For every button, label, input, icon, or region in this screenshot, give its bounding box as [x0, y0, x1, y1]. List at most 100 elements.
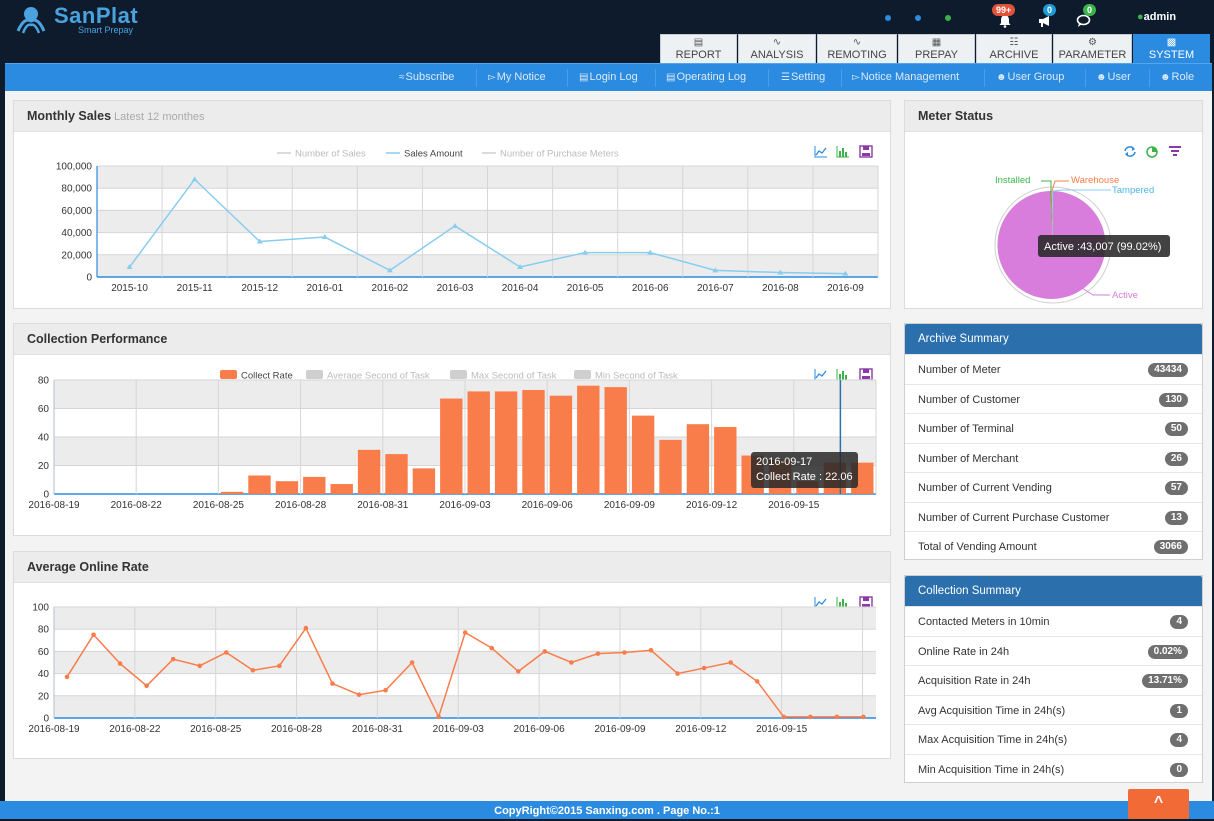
sales-point [517, 264, 524, 270]
y-tick-label: 80,000 [61, 184, 92, 195]
tab-parameter[interactable]: ⚙ PARAMETER [1053, 34, 1132, 63]
alert-bell-button[interactable]: 99+ [992, 4, 1018, 29]
tab-system[interactable]: ▩ SYSTEM [1133, 34, 1210, 63]
row-badge: 1 [1170, 703, 1188, 718]
y-tick-label: 60 [38, 404, 50, 415]
online-rate-point [64, 674, 70, 680]
summary-row: Number of Meter 43434 [905, 354, 1202, 384]
subnav-user[interactable]: ☻User [1096, 71, 1131, 83]
row-badge: 26 [1164, 451, 1188, 466]
online-rate-point [409, 660, 415, 665]
pie-slice-warehouse[interactable] [1051, 191, 1053, 245]
legend-swatch [450, 370, 467, 379]
megaphone-icon: ▻ [488, 72, 496, 83]
pie-label-warehouse: Warehouse [1071, 175, 1119, 186]
back-to-top-button[interactable]: ^ [1128, 789, 1189, 819]
subnav-subscribe[interactable]: ≈Subscribe [399, 71, 454, 83]
logo[interactable]: SanPlat Smart Prepay [14, 3, 214, 39]
status-dot-blue-1 [885, 15, 891, 21]
divider [476, 69, 477, 87]
x-tick-label: 2016-09-06 [514, 724, 566, 735]
collect-rate-bar [220, 491, 244, 494]
x-tick-label: 2016-05 [567, 283, 604, 294]
row-label: Contacted Meters in 10min [918, 616, 1050, 628]
broadcast-button[interactable]: 0 [1037, 4, 1059, 29]
summary-row: Avg Acquisition Time in 24h(s) 1 [905, 694, 1202, 725]
summary-row: Number of Current Purchase Customer 13 [905, 501, 1202, 532]
x-tick-label: 2016-09-15 [768, 500, 820, 511]
x-tick-label: 2016-08-19 [28, 724, 80, 735]
x-tick-label: 2016-08 [762, 283, 799, 294]
online-rate-point [542, 649, 548, 654]
row-label: Number of Merchant [918, 452, 1019, 465]
online-rate-point [250, 667, 256, 673]
tab-archive[interactable]: ☷ ARCHIVE [976, 34, 1052, 63]
x-tick-label: 2016-08-25 [190, 724, 242, 735]
tab-remoting[interactable]: ∿ REMOTING [817, 34, 897, 63]
online-rate-point [834, 714, 840, 720]
subnav-operating-log[interactable]: ▤Operating Log [666, 71, 746, 83]
subnav-user-group[interactable]: ☻User Group [996, 71, 1064, 83]
row-badge: 0 [1170, 762, 1188, 777]
pie-slice-installed[interactable] [1050, 191, 1053, 245]
online-rate-point [808, 714, 813, 720]
legend-swatch [574, 370, 591, 379]
subnav-notice-management[interactable]: ▻Notice Management [852, 71, 959, 83]
row-label: Number of Current Purchase Customer [918, 511, 1110, 524]
subnav-role[interactable]: ☻Role [1160, 71, 1194, 83]
messages-button[interactable]: 0 [1075, 4, 1097, 29]
save-image-icon[interactable] [859, 145, 873, 158]
user-name: admin [1143, 11, 1177, 23]
pie-chart-icon[interactable] [1145, 145, 1159, 158]
grid-band [54, 695, 876, 718]
online-rate-point [701, 665, 707, 671]
subnav-login-log[interactable]: ▤Login Log [579, 71, 638, 83]
row-label: Max Acquisition Time in 24h(s) [918, 734, 1068, 746]
collect-rate-bar [330, 484, 353, 494]
bar-chart-icon[interactable] [836, 145, 850, 158]
tab-prepay[interactable]: ▦ PREPAY [898, 34, 975, 63]
sales-point [842, 270, 849, 276]
x-tick-label: 2015-10 [111, 283, 148, 294]
brand-name: SanPlat [54, 3, 139, 28]
subnav-label: Operating Log [676, 71, 747, 83]
line-chart-icon[interactable] [814, 145, 828, 158]
online-rate-point [515, 669, 521, 674]
refresh-icon[interactable] [1123, 145, 1137, 158]
x-tick-label: 2016-06 [632, 283, 669, 294]
tab-analysis[interactable]: ∿ ANALYSIS [738, 34, 816, 63]
grid-band [54, 607, 876, 630]
x-tick-label: 2016-02 [372, 283, 409, 294]
sales-point [386, 267, 393, 273]
y-tick-label: 60,000 [61, 206, 92, 217]
tab-report[interactable]: ▤ REPORT [660, 34, 737, 63]
panel-header: Archive Summary [905, 324, 1202, 354]
subnav-setting[interactable]: ☰Setting [781, 71, 825, 83]
subnav-label: User Group [1007, 71, 1065, 83]
x-tick-label: 2016-09-09 [594, 724, 646, 735]
x-tick-label: 2016-08-22 [111, 500, 163, 511]
collect-rate-bar [357, 449, 381, 494]
top-bar: SanPlat Smart Prepay 99+ 0 0 ●admin ▤ REP… [0, 0, 1214, 63]
summary-row: Min Acquisition Time in 24h(s) 0 [905, 753, 1202, 784]
pie-slice-tampered[interactable] [1052, 191, 1053, 245]
collect-rate-bar [659, 439, 682, 494]
funnel-icon[interactable] [1168, 145, 1182, 158]
average-online-rate-panel: Average Online Rate 0 20 40 60 80 100 2016-08-… [13, 551, 891, 759]
row-label: Online Rate in 24h [918, 645, 1010, 658]
collect-rate-bar [412, 468, 436, 494]
collection-performance-panel: Collection Performance Collect Rate Avera… [13, 323, 891, 536]
online-rate-point [383, 687, 388, 693]
row-badge: 3066 [1153, 540, 1188, 554]
footer: CopyRight©2015 Sanxing.com . Page No.:1 [0, 801, 1214, 819]
user-menu[interactable]: ●admin [1137, 11, 1176, 23]
divider [655, 69, 656, 87]
legend-label: Average Second of Task [327, 371, 430, 382]
y-tick-label: 20 [38, 691, 50, 702]
summary-row: Contacted Meters in 10min 4 [905, 606, 1202, 636]
y-tick-label: 20 [38, 461, 50, 472]
subnav-my-notice[interactable]: ▻My Notice [488, 71, 546, 83]
parameter-icon: ⚙ [1088, 37, 1097, 48]
sales-point [777, 269, 784, 275]
status-dot-blue-2 [915, 15, 921, 21]
